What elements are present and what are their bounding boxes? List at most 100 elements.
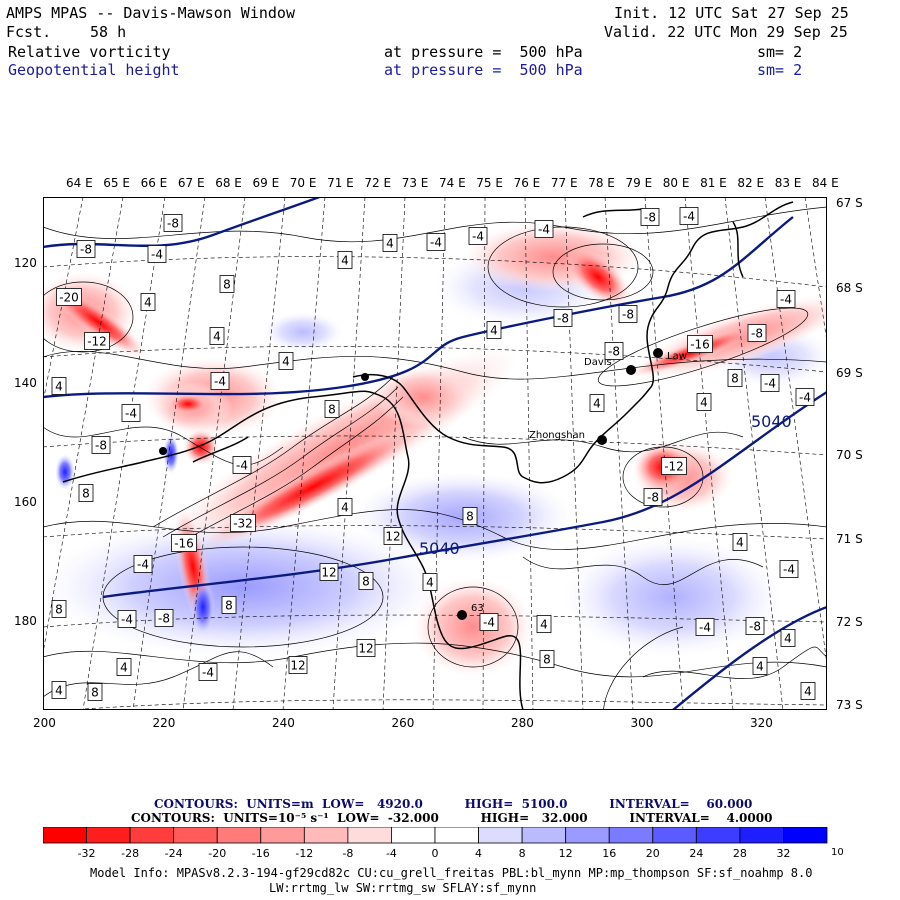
colorbar-swatch <box>783 827 828 844</box>
svg-text:-4: -4 <box>202 666 214 680</box>
colorbar-label: -28 <box>121 847 139 860</box>
svg-text:-4: -4 <box>125 407 137 421</box>
forecast-label: Fcst. <box>6 23 52 41</box>
svg-text:12: 12 <box>358 642 373 656</box>
vorticity-label: 4 <box>51 377 67 395</box>
colorbar-label: 4 <box>475 847 482 860</box>
grid-x-label: 300 <box>630 716 654 730</box>
vorticity-label: -20 <box>56 288 82 306</box>
station-zhongshan-dot <box>597 435 607 445</box>
svg-text:4: 4 <box>490 324 498 338</box>
colorbar-swatch <box>608 827 654 844</box>
station-63-dot <box>457 610 467 620</box>
colorbar-label: -24 <box>165 847 183 860</box>
svg-text:-16: -16 <box>174 537 194 551</box>
graticule <box>43 197 827 710</box>
svg-text:-8: -8 <box>95 439 107 453</box>
vorticity-label: 4 <box>337 251 353 269</box>
vorticity-label: -8 <box>163 214 183 232</box>
vorticity-label: -4 <box>795 388 815 406</box>
vorticity-label: 8 <box>358 572 374 590</box>
longitude-label: 72 E <box>364 176 392 190</box>
colorbar-label: 0 <box>432 847 439 860</box>
vorticity-contours <box>43 206 827 710</box>
vorticity-label: -4 <box>695 618 715 636</box>
longitude-label: 83 E <box>774 176 802 190</box>
svg-text:-8: -8 <box>557 312 569 326</box>
svg-text:-8: -8 <box>647 491 659 505</box>
vorticity-label: 4 <box>337 498 353 516</box>
svg-text:4: 4 <box>426 576 434 590</box>
svg-text:-4: -4 <box>799 391 811 405</box>
colorbar-label: 32 <box>776 847 790 860</box>
svg-text:4: 4 <box>55 380 63 394</box>
colorbar-swatch <box>43 827 87 844</box>
vorticity-label: -4 <box>679 207 699 225</box>
grid-y-label: 180 <box>14 614 37 628</box>
latitude-label: 67 S <box>836 196 863 210</box>
latitude-label: 73 S <box>836 698 863 712</box>
vorticity-label: 12 <box>383 527 403 545</box>
station-label: Davis <box>584 357 612 368</box>
svg-text:-8: -8 <box>158 612 170 626</box>
grid-x-label: 240 <box>272 716 295 730</box>
vorticity-label: 8 <box>324 400 340 418</box>
valid-time: Valid. 22 UTC Mon 29 Sep 25 <box>604 23 848 41</box>
svg-text:4: 4 <box>736 536 744 550</box>
svg-text:-8: -8 <box>749 620 761 634</box>
colorbar-label: -8 <box>342 847 353 860</box>
colorbar-swatch <box>739 827 784 844</box>
longitude-label: 64 E <box>66 176 93 190</box>
vorticity-label: -4 <box>117 610 137 628</box>
svg-text:-20: -20 <box>59 291 79 305</box>
svg-text:-32: -32 <box>233 517 253 531</box>
field2-level: at pressure = 500 hPa <box>384 61 583 79</box>
svg-text:-4: -4 <box>538 223 550 237</box>
vorticity-label: 8 <box>462 507 478 525</box>
svg-text:4: 4 <box>55 684 63 698</box>
colorbar-label: -12 <box>295 847 313 860</box>
vorticity-label: -8 <box>553 309 573 327</box>
vorticity-label: 8 <box>219 275 235 293</box>
forecast-hour: 58 h <box>90 23 127 41</box>
svg-text:8: 8 <box>362 575 370 589</box>
svg-text:4: 4 <box>120 661 128 675</box>
svg-text:4: 4 <box>804 685 812 699</box>
vorticity-label: -8 <box>643 488 663 506</box>
svg-text:8: 8 <box>466 510 474 524</box>
field2-smoothing: sm= 2 <box>757 61 803 79</box>
height-contour-info: CONTOURS: UNITS=m LOW= 4920.0 HIGH= 5100… <box>154 797 753 811</box>
vorticity-label: -4 <box>479 613 499 631</box>
station-label: 63 <box>471 603 484 614</box>
vorticity-label: -4 <box>232 456 252 474</box>
longitude-label: 82 E <box>737 176 765 190</box>
svg-text:4: 4 <box>700 396 708 410</box>
colorbar-label: 20 <box>646 847 660 860</box>
vorticity-label: -4 <box>198 663 218 681</box>
svg-text:-4: -4 <box>236 459 248 473</box>
vorticity-label: -12 <box>661 457 687 475</box>
height-contour-label: 5040 <box>419 539 460 558</box>
vorticity-label: -4 <box>133 555 153 573</box>
vorticity-label: 8 <box>87 683 103 701</box>
latitude-label: 70 S <box>836 448 863 462</box>
longitude-label: 66 E <box>140 176 168 190</box>
vorticity-label: -4 <box>760 374 780 392</box>
vorticity-label: -16 <box>687 335 713 353</box>
vorticity-label: 4 <box>800 682 816 700</box>
colorbar-label: -4 <box>386 847 397 860</box>
colorbar-swatch <box>521 827 567 844</box>
svg-text:4: 4 <box>386 237 394 251</box>
grid-x-label: 260 <box>391 716 415 730</box>
colorbar-swatch <box>129 827 175 844</box>
vorticity-label: 4 <box>696 393 712 411</box>
init-time: Init. 12 UTC Sat 27 Sep 25 <box>614 4 849 22</box>
svg-text:4: 4 <box>341 254 349 268</box>
svg-text:4: 4 <box>341 501 349 515</box>
vorticity-label: 4 <box>209 327 225 345</box>
vorticity-label: -8 <box>640 208 660 226</box>
station-law-dot <box>653 348 663 358</box>
longitude-label: 80 E <box>662 176 690 190</box>
colorbar-swatch <box>391 827 436 844</box>
